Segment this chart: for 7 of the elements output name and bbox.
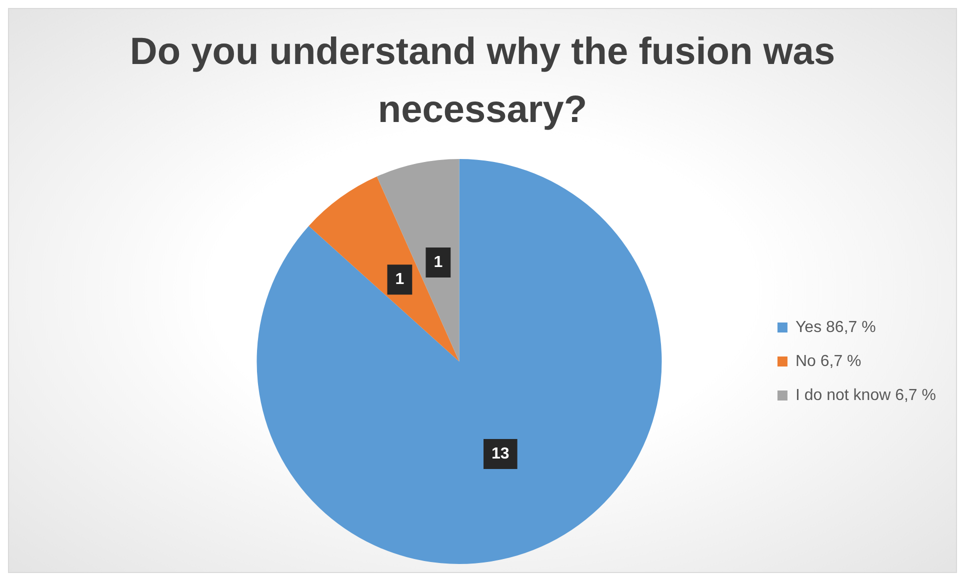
chart-title: Do you understand why the fusion was necessary? <box>128 30 836 133</box>
legend-label: No 6,7 % <box>795 352 862 370</box>
legend-label: I do not know 6,7 % <box>795 386 936 404</box>
data-label: 1 <box>395 270 404 288</box>
data-label: 1 <box>434 254 443 271</box>
data-label: 13 <box>492 445 510 462</box>
legend-label: Yes 86,7 % <box>795 318 876 336</box>
